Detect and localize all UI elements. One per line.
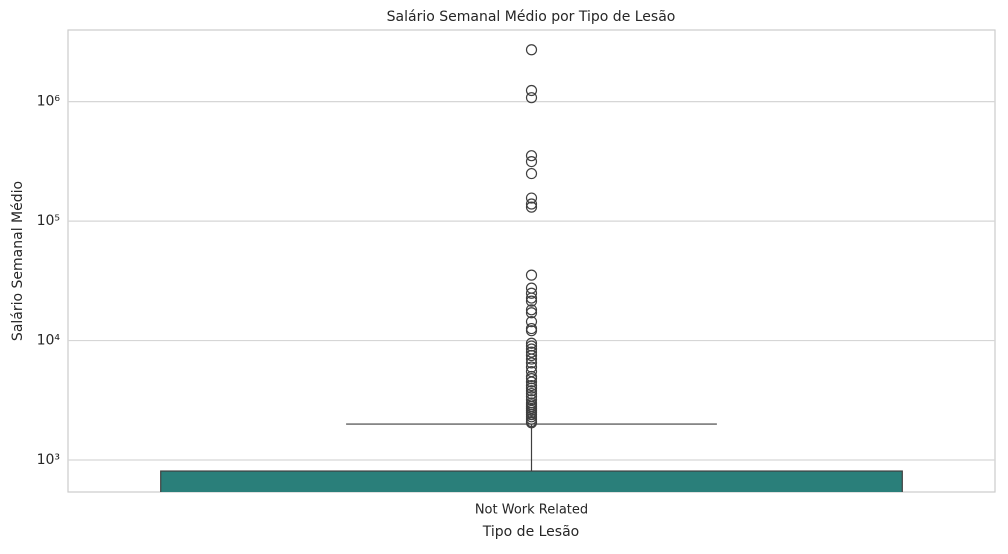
outlier (525, 269, 538, 281)
box (160, 470, 903, 492)
outlier (525, 201, 538, 213)
y-axis-label: Salário Semanal Médio (10, 181, 26, 341)
outlier (525, 84, 538, 97)
outlier (525, 150, 538, 162)
outlier (525, 394, 538, 406)
outlier (525, 304, 538, 316)
outlier (525, 167, 538, 180)
outlier (525, 44, 538, 56)
outlier (525, 292, 538, 304)
outlier (525, 92, 538, 104)
outlier (525, 307, 538, 319)
outlier (525, 376, 538, 388)
outlier (525, 349, 538, 362)
outlier (525, 417, 538, 429)
outlier (525, 357, 538, 369)
outlier (525, 346, 538, 358)
outlier (525, 198, 538, 210)
y-tick-label: 10⁵ (37, 213, 60, 229)
x-axis-label: Tipo de Lesão (482, 524, 579, 540)
plot-area (67, 29, 996, 493)
outlier (525, 155, 538, 168)
outlier (525, 316, 538, 328)
y-tick-label: 10⁶ (37, 94, 61, 110)
outlier (525, 337, 538, 349)
y-tick-label: 10⁴ (37, 333, 61, 349)
outlier (525, 379, 538, 392)
y-tick-label: 10³ (37, 452, 60, 468)
outlier (525, 287, 538, 299)
outlier (525, 192, 538, 204)
outlier (525, 382, 538, 394)
x-tick-label: Not Work Related (475, 503, 588, 518)
chart-title: Salário Semanal Médio por Tipo de Lesão (387, 9, 676, 25)
plot-marks (160, 44, 903, 492)
outlier (525, 385, 538, 397)
outlier (525, 325, 538, 337)
outlier (525, 353, 538, 365)
outlier (525, 295, 538, 307)
